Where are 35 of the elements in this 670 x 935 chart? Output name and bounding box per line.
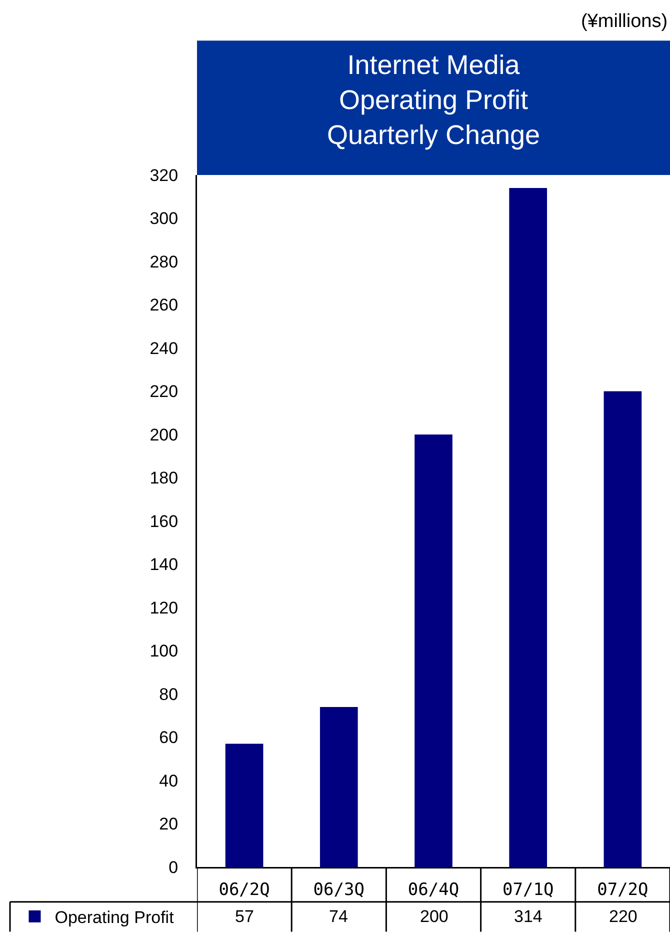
y-tick-label: 100	[150, 642, 178, 661]
y-tick-label: 180	[150, 468, 178, 488]
y-tick-label: 0	[168, 858, 178, 877]
x-tick-label: 06/4Q	[408, 880, 460, 900]
bar	[320, 706, 358, 867]
y-tick-label: 200	[150, 425, 178, 444]
bar	[509, 188, 548, 867]
x-tick-label: 06/2Q	[218, 880, 270, 900]
data-label: 220	[609, 907, 638, 926]
chart-title: Internet Media Operating Profit Quarterly Change	[326, 50, 540, 150]
data-label: 57	[235, 907, 254, 926]
y-tick-label: 240	[150, 338, 178, 358]
y-tick-label: 80	[159, 684, 178, 704]
y-tick-label: 140	[150, 555, 178, 574]
text: (¥millions)	[581, 11, 668, 32]
y-tick-label: 280	[150, 252, 178, 272]
data-label: 314	[514, 907, 542, 926]
y-tick-label: 260	[150, 296, 178, 315]
y-tick-label: 320	[150, 166, 178, 185]
y-tick-label: 120	[150, 598, 178, 618]
bar	[604, 391, 642, 867]
legend-label: Operating Profit	[54, 908, 174, 927]
data-label: 200	[420, 907, 448, 926]
y-tick-label: 300	[150, 209, 178, 228]
y-tick-label: 20	[159, 814, 178, 834]
bar	[225, 744, 264, 867]
data-label: 74	[329, 907, 348, 926]
x-tick-label: 07/1Q	[502, 880, 554, 900]
y-tick-label: 40	[159, 771, 178, 790]
y-tick-label: 220	[150, 382, 178, 402]
y-tick-label: 60	[159, 728, 178, 748]
bar	[414, 434, 452, 867]
x-tick-label: 07/2Q	[597, 880, 648, 900]
y-tick-label: 160	[150, 512, 178, 531]
x-tick-label: 06/3Q	[313, 880, 364, 900]
